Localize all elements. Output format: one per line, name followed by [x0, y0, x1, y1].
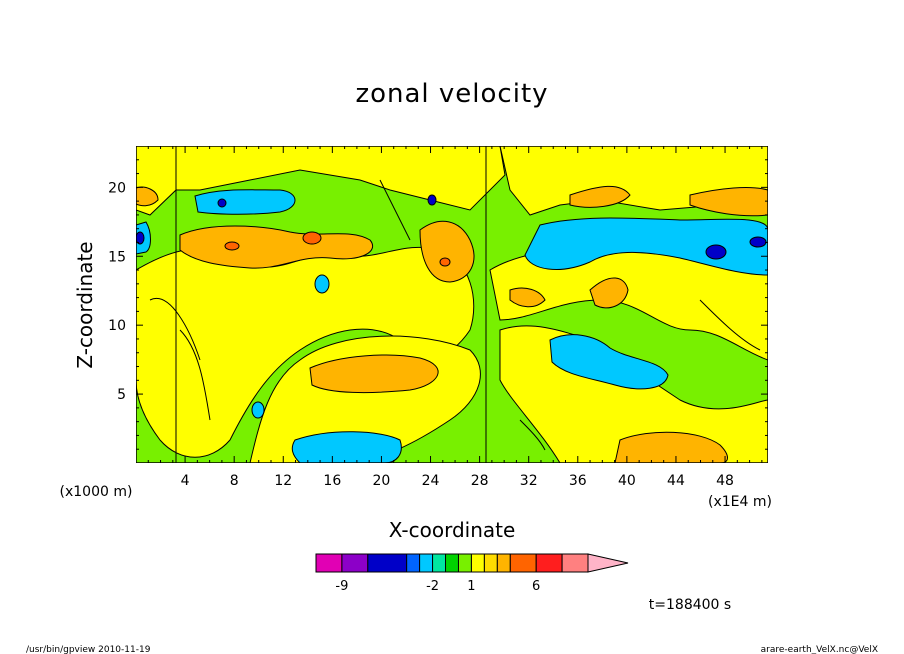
colorbar-box: [496, 553, 511, 573]
colorbar-box: [432, 553, 447, 573]
x-tick-label: 44: [667, 473, 685, 489]
field-negative-1: [136, 189, 768, 463]
colorbar-box: [561, 553, 589, 573]
x-tick-label: 48: [716, 473, 734, 489]
field-positive-1: [136, 146, 768, 463]
colorbar-box: [457, 553, 472, 573]
x-tick-label: 8: [230, 473, 239, 489]
field-negative-2: [136, 194, 767, 260]
x-tick-label: 36: [569, 473, 587, 489]
colorbar-box: [509, 553, 537, 573]
field-positive-2: [136, 185, 768, 463]
y-tick-label: 5: [117, 387, 126, 403]
colorbar-box: [367, 553, 408, 573]
x-axis: 4 8 12 16 20 24 28 32 36 40 44 48: [147, 146, 763, 489]
colorbar-label: -9: [335, 579, 348, 594]
footer-right: arare-earth_VelX.nc@VelX: [761, 645, 878, 654]
colorbar-label: 6: [532, 579, 540, 594]
chart-title: zonal velocity: [355, 79, 548, 109]
x-tick-label: 32: [520, 473, 538, 489]
field-positive-3: [224, 231, 451, 267]
colorbar-arrow: [587, 553, 629, 573]
colorbar-box: [535, 553, 563, 573]
time-annotation: t=188400 s: [649, 597, 731, 613]
x-tick-label: 24: [422, 473, 440, 489]
colorbar-label: -2: [426, 579, 439, 594]
colorbar-box: [315, 553, 343, 573]
y-tick-label: 20: [108, 180, 126, 196]
y-axis: 5 10 15 20: [108, 159, 768, 450]
plot-area: [136, 146, 768, 463]
x-unit-left: (x1000 m): [60, 484, 133, 500]
colorbar-box: [483, 553, 498, 573]
x-tick-label: 28: [471, 473, 489, 489]
contour-lines: [149, 146, 761, 463]
x-axis-title: X-coordinate: [389, 518, 516, 542]
colorbar: -9 -2 1 6: [315, 553, 629, 594]
colorbar-box: [470, 553, 485, 573]
colorbar-box: [419, 553, 434, 573]
colorbar-box: [406, 553, 421, 573]
colorbar-label: 1: [467, 579, 475, 594]
x-tick-label: 12: [274, 473, 292, 489]
colorbar-box: [341, 553, 369, 573]
footer-left: /usr/bin/gpview 2010-11-19: [26, 645, 151, 654]
y-tick-label: 15: [108, 249, 126, 265]
x-tick-label: 40: [618, 473, 636, 489]
x-tick-label: 4: [181, 473, 190, 489]
x-tick-label: 16: [323, 473, 341, 489]
x-unit-right: (x1E4 m): [708, 494, 772, 510]
y-tick-label: 10: [108, 318, 126, 334]
y-axis-title: Z-coordinate: [73, 241, 97, 368]
colorbar-box: [445, 553, 459, 573]
x-tick-label: 20: [373, 473, 391, 489]
